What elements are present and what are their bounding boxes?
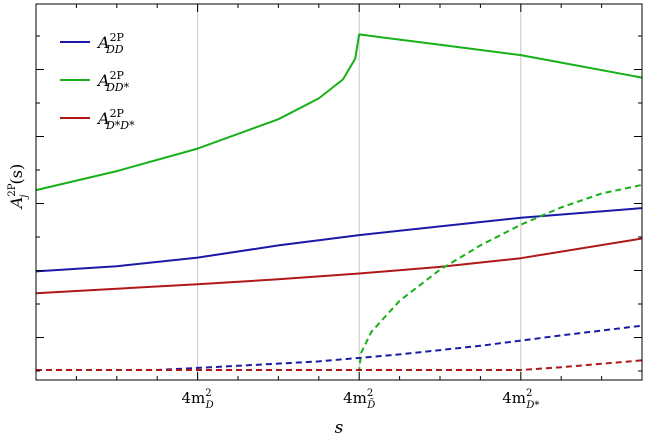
series-line-2	[35, 237, 643, 295]
tick-layer: 4m2 D 4m2 D̄ 4m2 D*	[36, 4, 642, 411]
series-line-3	[36, 183, 643, 371]
legend-entry-2: A2P D*D*	[96, 107, 135, 132]
legend-entry-0: A2P DD	[96, 31, 125, 56]
plot-frame	[35, 3, 643, 381]
series-line-5	[36, 359, 643, 371]
x-axis-label: s	[335, 418, 344, 435]
series-layer	[35, 33, 643, 371]
x-axis-label-group: s	[335, 418, 344, 435]
x-tick-label: 4m2 D̄	[343, 388, 375, 411]
y-axis-label: A2Pj(s)	[7, 164, 30, 210]
x-tick-label: 4m2 D*	[502, 388, 539, 411]
legend: A2P DD A2P DD* A2P D*D*	[60, 31, 135, 132]
legend-entry-1: A2P DD*	[96, 69, 130, 94]
grid-layer	[197, 4, 522, 380]
series-line-0	[35, 207, 643, 273]
series-line-4	[36, 324, 643, 371]
y-axis-label-group: A2Pj(s)	[7, 164, 30, 210]
x-tick-label: 4m2 D	[182, 388, 214, 411]
series-line-1	[35, 33, 643, 192]
